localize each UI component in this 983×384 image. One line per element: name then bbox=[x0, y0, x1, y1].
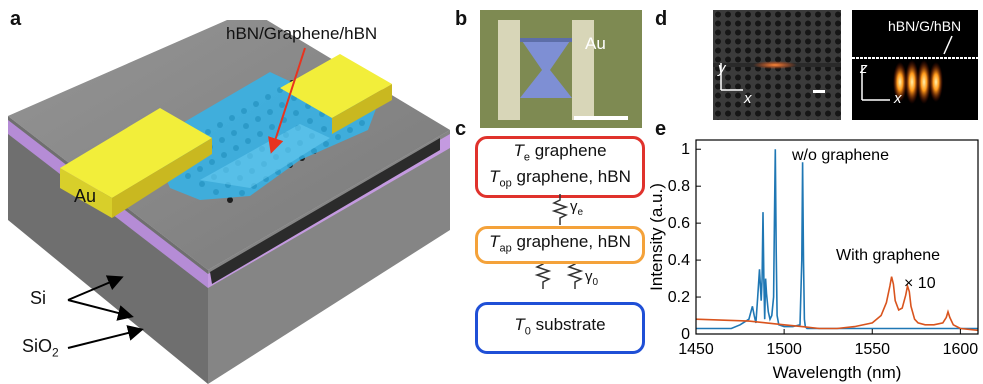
sio2-label: SiO2 bbox=[22, 336, 59, 360]
spectrum-chart: 1450 1500 1550 1600 0 0.2 0.4 0.6 0.8 1 Wavelength… bbox=[647, 139, 979, 382]
x-tick-label-0: 1450 bbox=[678, 341, 714, 358]
axis-x-label-d-right: x bbox=[894, 90, 902, 107]
block-left-face bbox=[8, 116, 208, 384]
thermal-links bbox=[534, 194, 584, 289]
resistor-gamma-0-left bbox=[534, 256, 552, 289]
si-label: Si bbox=[30, 288, 47, 308]
au-pad-left bbox=[60, 108, 212, 198]
axis-z-label-d: z bbox=[860, 60, 868, 77]
plot-frame bbox=[695, 139, 979, 335]
y-tick-label-2: 0.4 bbox=[668, 252, 690, 269]
hbn-g-hbn-label: hBN/G/hBN bbox=[888, 18, 962, 34]
flake-in-micrograph bbox=[520, 38, 572, 98]
resistor-gamma-0-right bbox=[566, 256, 584, 289]
panel-e-letter: e bbox=[655, 118, 667, 140]
si-arrow-2 bbox=[67, 299, 134, 321]
annotation-without-graphene: w/o graphene bbox=[791, 147, 889, 164]
series-line-1 bbox=[695, 276, 979, 332]
x-tick-label-2: 1550 bbox=[854, 341, 890, 358]
optical-micrograph bbox=[480, 10, 642, 128]
mode-profile-cross-section bbox=[852, 10, 978, 120]
panel-d-letter: d bbox=[655, 8, 668, 30]
scale-bar-d bbox=[813, 90, 825, 93]
y-axis-label: Intensity (a.u.) bbox=[647, 183, 666, 291]
device-schematic bbox=[8, 20, 450, 384]
graphene-pointer-arrow bbox=[268, 47, 306, 154]
y-tick-label-5: 1 bbox=[681, 141, 690, 158]
axis-y-label-d: y bbox=[718, 60, 726, 77]
substrate-temperature-box: T0 substrate bbox=[475, 302, 645, 354]
gamma-0-label: γ0 bbox=[585, 268, 599, 288]
x-tick-label-3: 1600 bbox=[943, 341, 979, 358]
panel-a-letter: a bbox=[10, 8, 22, 30]
x-tick-label-1: 1500 bbox=[766, 341, 802, 358]
air-cavity bbox=[210, 138, 440, 284]
x-axis-label: Wavelength (nm) bbox=[773, 363, 902, 382]
gamma-e-label: γe bbox=[570, 198, 584, 218]
mode-profile-top-view bbox=[713, 10, 841, 120]
y-tick-label-0: 0 bbox=[681, 326, 690, 343]
electron-temperature-box: Te graphene Top graphene, hBN bbox=[475, 136, 645, 198]
au-label-a: Au bbox=[74, 186, 97, 206]
series-line-0 bbox=[696, 149, 978, 330]
resistor-gamma-e bbox=[551, 194, 569, 225]
scale-bar-b bbox=[574, 116, 628, 120]
hbn-graphene-label: hBN/Graphene/hBN bbox=[226, 24, 378, 43]
y-tick-label-4: 0.8 bbox=[668, 178, 690, 195]
panel-b-letter: b bbox=[455, 8, 468, 30]
annotation-with-graphene: With graphene bbox=[836, 247, 940, 264]
sio2-arrow bbox=[67, 325, 144, 349]
axis-x-label-d-left: x bbox=[744, 90, 752, 107]
si-arrow-1 bbox=[67, 275, 124, 301]
au-label-b: Au bbox=[585, 34, 606, 53]
annotation-scale-factor: × 10 bbox=[904, 275, 936, 292]
block-right-face bbox=[208, 130, 450, 384]
y-tick-label-1: 0.2 bbox=[668, 289, 690, 306]
panel-c-letter: c bbox=[455, 118, 467, 140]
y-tick-label-3: 0.6 bbox=[668, 215, 690, 232]
panel-a-arrows bbox=[67, 47, 306, 349]
phonon-temperature-box: Tap graphene, hBN bbox=[475, 226, 645, 264]
au-pad-right bbox=[280, 54, 392, 118]
